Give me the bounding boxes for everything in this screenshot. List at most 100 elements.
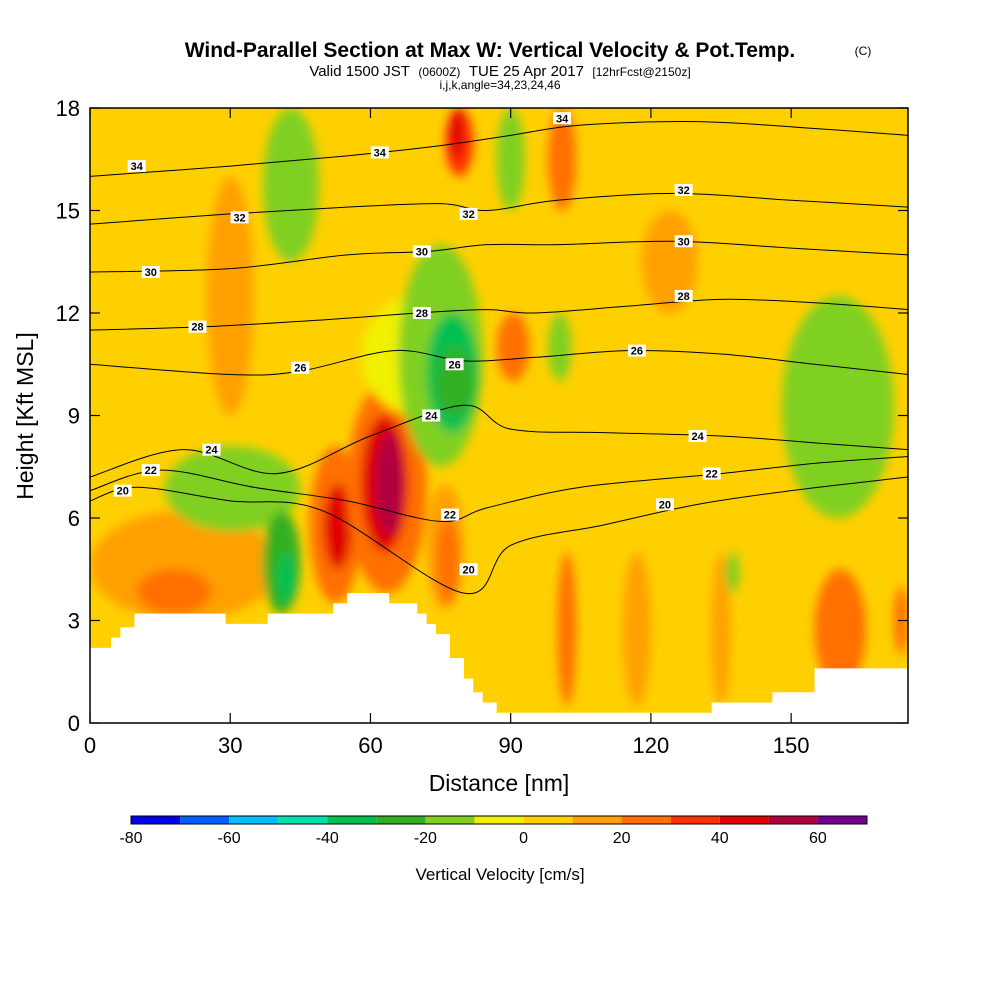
contour-labels: 34 34 34 32 32 32 30 30 30 28 28 28 26 26 26 24 24 24 22 22… [113, 112, 721, 576]
colorbar-tick-label: 20 [613, 830, 631, 847]
y-axis-label: Height [Kft MSL] [12, 332, 38, 499]
velocity-cell [781, 295, 894, 518]
velocity-cell [211, 535, 277, 604]
x-tick-label: 0 [84, 733, 96, 758]
contour-label-box [440, 508, 459, 521]
y-tick-label: 18 [56, 96, 80, 121]
contour-label-box [113, 484, 132, 497]
velocity-cell [449, 108, 464, 160]
colorbar-tick-label: 60 [809, 830, 827, 847]
colorbar-ticks: -80 -60 -40 -20 0 20 40 60 [119, 830, 826, 847]
colorbar-swatch [376, 816, 426, 824]
contour-label-box [553, 112, 572, 125]
colorbar-tick-label: 40 [711, 830, 729, 847]
contour-label: 26 [631, 346, 643, 358]
contour-label-box [422, 409, 441, 422]
theta-contour-22 [90, 456, 908, 522]
x-tick-label: 120 [633, 733, 670, 758]
contour-label-box [445, 358, 464, 371]
contour-label: 20 [462, 564, 474, 576]
colorbar-swatch [327, 816, 377, 824]
contour-label-box [141, 464, 160, 477]
contour-label-box [627, 344, 646, 357]
velocity-cell [557, 552, 577, 706]
colorbar-swatch [572, 816, 622, 824]
x-tick-label: 150 [773, 733, 810, 758]
velocity-cells [90, 108, 908, 706]
contour-label: 22 [706, 469, 718, 481]
contour-label: 24 [425, 411, 438, 423]
contour-label-box [412, 245, 431, 258]
velocity-cell [725, 552, 740, 594]
colorbar-swatch [523, 816, 573, 824]
y-tick-label: 15 [56, 199, 80, 224]
contour-label: 32 [678, 185, 690, 197]
velocity-cell [496, 108, 525, 211]
velocity-cell [435, 347, 474, 416]
velocity-cell [711, 552, 731, 706]
contour-label-box [674, 289, 693, 302]
contour-label: 30 [678, 236, 690, 248]
colorbar-tick-label: -80 [119, 830, 142, 847]
theta-contour-30 [90, 240, 908, 273]
colorbar-swatch [670, 816, 720, 824]
subtitle-utc: (0600Z) [418, 65, 460, 79]
colorbar-tick-label: -60 [218, 830, 241, 847]
subtitle-forecast: [12hrFcst@2150z] [592, 65, 690, 79]
velocity-cell [496, 313, 530, 382]
theta-contour-34 [90, 121, 908, 177]
velocity-cell [262, 108, 320, 262]
x-tick-label: 30 [218, 733, 242, 758]
y-tick-label: 6 [68, 506, 80, 531]
contour-label: 20 [659, 499, 671, 511]
contour-label: 28 [678, 291, 690, 303]
contour-label-box [702, 467, 721, 480]
colorbar-swatch [768, 816, 818, 824]
velocity-cell [323, 483, 352, 570]
contour-label-box [459, 207, 478, 220]
y-tick-label: 9 [68, 404, 80, 429]
velocity-cell [206, 176, 254, 416]
contour-label: 34 [131, 161, 144, 173]
x-axis: 0 30 60 90 120 150 [84, 108, 810, 758]
x-axis-label: Distance [nm] [429, 770, 570, 796]
contour-label-box [674, 184, 693, 196]
theta-contour-26 [90, 349, 908, 376]
velocity-cell [435, 518, 460, 604]
chart-title: Wind-Parallel Section at Max W: Vertical… [185, 39, 796, 62]
contour-label-box [655, 498, 674, 511]
y-tick-label: 3 [68, 609, 80, 634]
velocity-cell [164, 446, 301, 532]
colorbar-swatch [131, 816, 181, 824]
colorbar-swatch [621, 816, 671, 824]
y-tick-label: 0 [68, 711, 80, 736]
contour-label: 34 [374, 147, 387, 159]
contour-label: 20 [117, 486, 129, 498]
y-axis: 0 3 6 9 12 15 18 [56, 96, 908, 736]
theta-contour-24 [90, 404, 908, 478]
colorbar-swatch [817, 816, 867, 824]
colorbar-tick-label: -20 [414, 830, 437, 847]
colorbar-tick-label: 0 [519, 830, 528, 847]
contour-label: 28 [416, 308, 428, 320]
contour-label: 26 [448, 359, 460, 371]
chart-subtitle: Valid 1500 JST (0600Z) TUE 25 Apr 2017 [… [309, 63, 690, 80]
velocity-cell [375, 432, 404, 536]
contour-label-box [127, 160, 146, 173]
plot-area: 34 34 34 32 32 32 30 30 30 28 28 28 26 26 26 24 24 24 22 22… [90, 108, 908, 723]
colorbar [130, 815, 868, 825]
contour-label: 32 [233, 212, 245, 224]
velocity-cell [814, 569, 866, 689]
contour-label-box [412, 307, 431, 319]
contour-label-box [188, 320, 207, 333]
colorbar-swatch [425, 816, 475, 824]
velocity-cell [548, 313, 572, 382]
contour-label: 24 [692, 431, 705, 443]
contour-label: 30 [416, 247, 428, 259]
colorbar-swatch [474, 816, 524, 824]
contour-label: 24 [205, 445, 218, 457]
colorbar-swatch [719, 816, 769, 824]
contour-label: 28 [191, 322, 203, 334]
x-tick-label: 90 [498, 733, 522, 758]
contour-label-box [674, 235, 693, 248]
